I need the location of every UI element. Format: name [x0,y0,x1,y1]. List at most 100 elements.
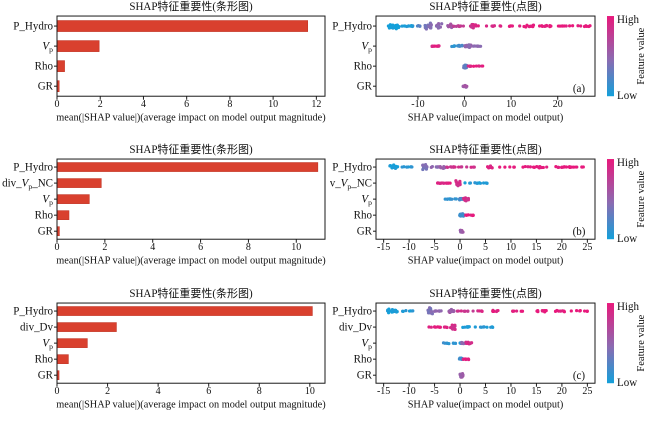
colorbar-title: Feature value [636,314,647,371]
x-tick-label: -15 [377,386,390,397]
colorbar-title: Feature value [636,27,647,84]
category-label: Rho [35,353,54,365]
chart-title: SHAP特征重要性(条形图) [129,0,253,13]
colorbar-low-label: Low [617,377,637,389]
bar-3 [56,354,69,364]
x-axis-title: mean(|SHAP value|)(average impact on mod… [56,399,325,410]
colorbar-high-label: High [617,157,639,169]
category-label: Vp [361,337,372,351]
x-tick-label: 20 [557,386,567,397]
colorbar-title: Feature value [636,171,647,228]
y-axis: P_Hydro Vp Rho GR [332,21,376,93]
bars [56,20,309,93]
panel-label: (b) [573,227,586,239]
x-tick-label: 5 [483,386,488,397]
plot-frame [375,158,596,241]
x-tick-label: 20 [553,99,563,110]
beeswarm-row-0 [388,163,585,172]
x-tick-label: 0 [55,386,60,397]
x-tick-label: 8 [246,243,251,254]
category-label: Rho [354,353,373,365]
x-tick-label: 4 [141,99,146,110]
x-tick-label: 10 [305,386,315,397]
category-label: Vp [42,194,53,208]
x-tick-label: 25 [582,243,592,254]
category-label: P_Hydro [13,21,53,33]
beeswarm-row-3 [461,83,469,89]
y-axis: P_Hydro Vp Rho GR [13,21,57,93]
category-label: Vp [361,41,372,55]
x-axis: 0 2 4 6 8 10 12 [55,96,321,110]
colorbar-high-label: High [617,14,639,26]
chart-title: SHAP特征重要性(点图) [429,0,542,13]
beeswarm-row-4 [458,371,465,379]
chart-title: SHAP特征重要性(条形图) [129,287,253,300]
x-tick-label: 10 [506,386,516,397]
category-label: div_Dv [339,321,372,333]
beeswarm-row-2 [462,63,485,70]
x-tick-label: 10 [506,243,516,254]
panel-label: (a) [573,83,586,95]
y-axis: P_Hydro div_Vp_NC Vp Rho GR [2,162,57,238]
x-tick-label: -10 [402,243,415,254]
beeswarm-row-4 [458,229,465,235]
colorbar: High Low Feature value [607,157,647,246]
plot-frame [375,15,596,97]
category-label: Rho [35,61,54,73]
x-tick-label: -5 [430,243,438,254]
figure-row-b: SHAP特征重要性(条形图) 0 2 4 6 8 10 P_Hydro div_Vp_NC Vp R… [0,143,650,286]
category-label: div_Dv [20,321,53,333]
category-label: div_Vp_NC [2,178,53,192]
x-axis-title: mean(|SHAP value|)(average impact on mod… [56,256,325,267]
colorbar-gradient [607,302,614,383]
plot-frame [56,158,326,241]
x-tick-label: 0 [458,386,463,397]
colorbar: High Low Feature value [607,14,647,102]
x-tick-label: -10 [411,99,424,110]
x-tick-label: -5 [430,386,438,397]
x-tick-label: 10 [268,99,278,110]
dot-chart-panel-b: SHAP特征重要性(点图) -15 -10 -5 0 5 10 15 20 25 P_Hydrodi… [330,143,647,266]
category-label: P_Hydro [332,305,372,317]
category-label: GR [357,226,373,238]
x-tick-label: 0 [55,243,60,254]
plot-frame [56,302,326,384]
bars [56,162,319,237]
y-axis: P_Hydro div_Vp_NC Vp Rho GR [330,162,376,238]
beeswarm-row-1 [430,43,483,50]
x-tick-label: 0 [462,99,467,110]
category-label: Rho [354,61,373,73]
bar-0 [56,305,313,316]
beeswarm-row-3 [458,212,475,219]
category-label: div_Vp_NC [330,178,372,192]
panel-label: (c) [573,370,586,382]
x-tick-label: 2 [105,386,110,397]
x-tick-label: -10 [402,386,415,397]
x-tick-label: 15 [531,386,541,397]
bar-chart-panel-a: SHAP特征重要性(条形图) 0 2 4 6 8 10 12 P_Hydro Vp Rho GR mea… [13,0,325,123]
x-axis-title: SHAP value(impact on model output) [408,112,564,123]
x-tick-label: 10 [506,99,516,110]
bar-3 [56,210,70,221]
x-tick-label: -15 [377,243,390,254]
colorbar-high-label: High [617,301,639,313]
colorbar-low-label: Low [617,90,637,102]
colorbar-low-label: Low [617,234,637,246]
category-label: P_Hydro [332,21,372,33]
x-tick-label: 12 [311,99,321,110]
category-label: Vp [42,41,53,55]
beeswarm-row-0 [386,305,589,316]
x-tick-label: 8 [257,386,262,397]
x-tick-label: 6 [206,386,211,397]
category-label: Rho [354,210,373,222]
x-tick-label: 5 [483,243,488,254]
x-axis-title: SHAP value(impact on model output) [408,399,564,410]
bar-2 [56,194,90,205]
category-label: GR [38,81,54,93]
bar-2 [56,60,65,72]
chart-title: SHAP特征重要性(条形图) [129,143,253,156]
plot-frame [375,302,596,384]
beeswarm-row-3 [457,356,471,361]
x-tick-label: 20 [557,243,567,254]
x-tick-label: 2 [102,243,107,254]
